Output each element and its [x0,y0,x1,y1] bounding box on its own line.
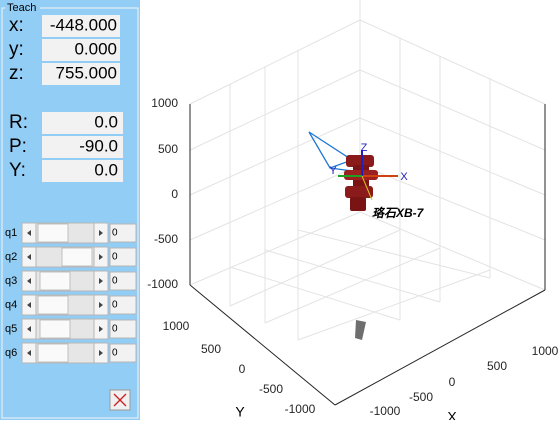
z-tick-label: 0 [171,187,178,201]
joint-value-field[interactable] [109,319,137,339]
panel-frame [1,7,139,419]
orientation-label: P: [9,136,27,157]
joint-label: q5 [5,323,17,335]
close-button[interactable] [109,389,131,411]
joint-label: q6 [5,347,17,359]
y-tick-label: 1000 [163,319,190,333]
orientation-value: 0.0 [94,112,118,131]
joint-label: q1 [5,227,17,239]
position-value: -448.000 [50,15,117,34]
x-tick-label: -1000 [370,404,401,418]
slider-thumb[interactable] [39,319,71,339]
orientation-label: Y: [9,160,26,181]
position-label: y: [9,39,24,60]
frame-label: Y [329,165,337,177]
right-arrow [99,278,103,284]
panel-title: Teach [7,2,36,14]
joint-value: 0 [112,300,118,311]
y-axis-label: Y [235,404,245,420]
left-arrow [27,350,31,356]
position-value: 0.000 [74,39,117,58]
z-tick-label: 500 [158,142,178,156]
robot-name: 珞石XB-7 [372,206,425,220]
orientation-field[interactable] [42,112,123,134]
joint-value-field[interactable] [109,223,137,243]
joint-value-field[interactable] [109,295,137,315]
slider-thumb[interactable] [37,223,69,243]
joint-value: 0 [112,324,118,335]
frame-label: X [400,171,408,183]
joint-value: 0 [112,252,118,263]
joint-label: q4 [5,299,17,311]
plot-grid [189,0,546,406]
position-field[interactable] [42,15,120,37]
slider-thumb[interactable] [37,343,69,363]
right-arrow [99,302,103,308]
orientation-field[interactable] [42,136,123,158]
left-arrow [27,326,31,332]
left-arrow [27,254,31,260]
slider-thumb[interactable] [37,295,69,315]
position-label: z: [9,63,24,84]
joint-label: q2 [5,251,17,263]
joint-value-field[interactable] [109,247,137,267]
joint-value-field[interactable] [109,343,137,363]
joint-value-field[interactable] [109,271,137,291]
joint-value: 0 [112,228,118,239]
z-tick-label: 1000 [151,96,178,110]
z-tick-label: -500 [154,232,178,246]
slider-thumb[interactable] [61,247,93,267]
left-arrow [27,230,31,236]
z-tick-label: -1000 [147,277,178,291]
orientation-value: -90.0 [79,136,118,155]
frame-label: Z [361,142,368,154]
right-arrow [99,230,103,236]
x-tick-label: -500 [409,390,433,404]
robot-model [308,131,398,340]
x-axis-label: X [447,409,457,420]
position-field[interactable] [42,63,120,85]
orientation-value: 0.0 [94,160,118,179]
joint-value: 0 [112,348,118,359]
slider-thumb[interactable] [39,271,71,291]
right-arrow [99,350,103,356]
y-tick-label: -1000 [285,402,316,416]
right-arrow [99,326,103,332]
orientation-field[interactable] [42,160,123,182]
left-arrow [27,278,31,284]
x-tick-label: 0 [449,375,456,389]
x-tick-label: 500 [487,359,507,373]
position-field[interactable] [42,39,120,61]
y-tick-label: 0 [239,362,246,376]
right-arrow [99,254,103,260]
y-tick-label: 500 [201,342,221,356]
joint-value: 0 [112,276,118,287]
position-label: x: [9,15,24,36]
joint-label: q3 [5,275,17,287]
left-arrow [27,302,31,308]
x-tick-label: 1000 [532,344,559,358]
y-tick-label: -500 [259,382,283,396]
position-value: 755.000 [56,63,117,82]
orientation-label: R: [9,112,28,133]
